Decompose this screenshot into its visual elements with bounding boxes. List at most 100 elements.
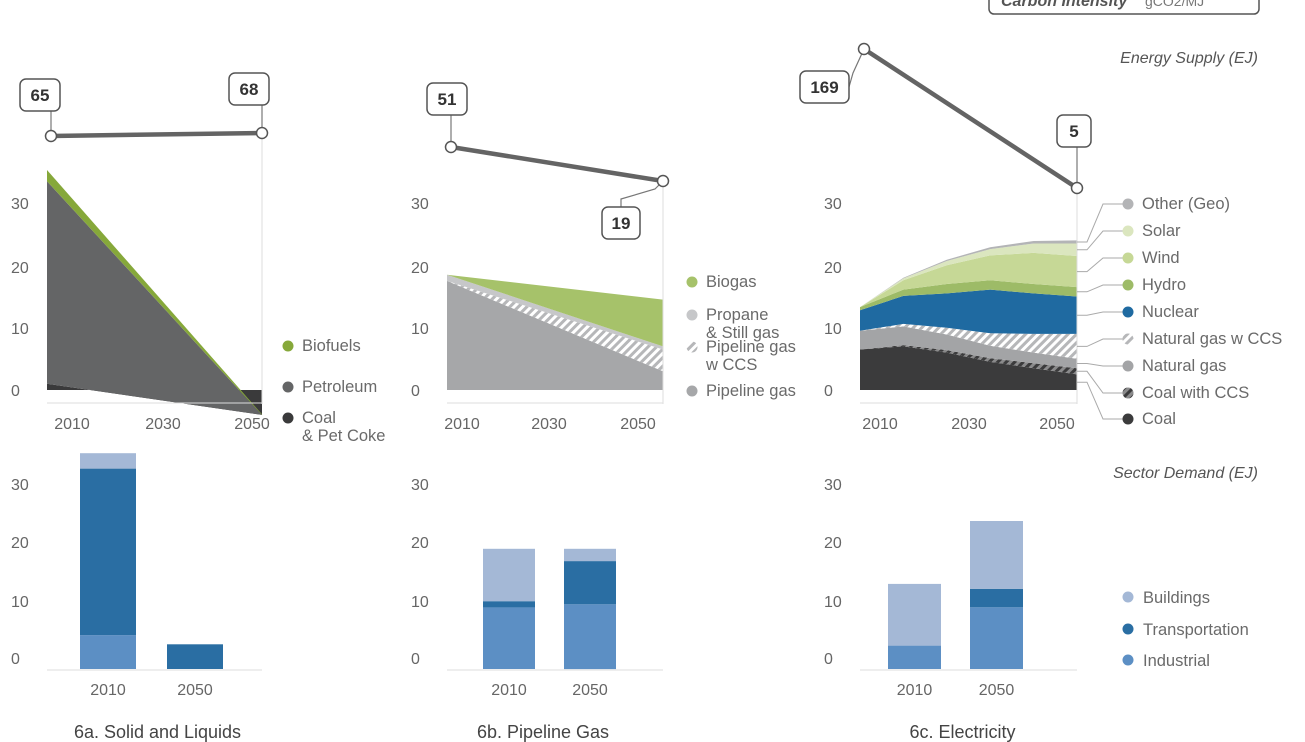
- panel-title: 6c. Electricity: [909, 722, 1015, 742]
- panel-title: 6a. Solid and Liquids: [74, 722, 241, 742]
- legend-label: Pipeline gas w CCS: [705, 338, 796, 374]
- demand-ytick: 0: [11, 651, 20, 668]
- callout-box: [19, 78, 61, 112]
- legend-label: Biogas: [706, 273, 756, 291]
- bar-2050-industrial: [970, 607, 1023, 669]
- demand-xtick: 2050: [177, 682, 213, 699]
- callout-value: 65: [31, 86, 50, 105]
- bar-2010-industrial: [888, 645, 941, 669]
- demand-ytick: 10: [824, 594, 842, 611]
- supply-xtick: 2030: [531, 416, 567, 433]
- intensity-point: [1070, 181, 1084, 195]
- legend-swatch: [1122, 198, 1134, 210]
- callout-value: 51: [438, 90, 457, 109]
- legend-label: Propane & Still gas: [706, 306, 779, 342]
- bar-2010-industrial: [483, 607, 535, 669]
- supply-ytick: 10: [824, 321, 842, 338]
- legend-swatch: [1122, 387, 1134, 399]
- demand-ytick: 20: [411, 535, 429, 552]
- bar-2050-transportation: [970, 588, 1023, 608]
- supply-xtick: 2010: [54, 416, 90, 433]
- supply-ytick: 10: [11, 321, 29, 338]
- legend-label: Natural gas: [1142, 357, 1226, 375]
- callout-box: [601, 206, 641, 240]
- legend-label: Pipeline gas: [706, 382, 796, 400]
- legend-leader: [1077, 338, 1126, 347]
- intensity-point: [857, 42, 871, 56]
- legend-label: Coal: [1142, 410, 1176, 428]
- intensity-line: [448, 144, 666, 184]
- legend-label: Coal with CCS: [1142, 384, 1249, 402]
- sector-demand-label: Sector Demand (EJ): [1113, 465, 1258, 482]
- supply-ytick: 30: [824, 196, 842, 213]
- area-natural-gas: [860, 326, 1077, 369]
- panel-title: 6b. Pipeline Gas: [477, 722, 609, 742]
- demand-ytick: 0: [824, 651, 833, 668]
- area-coal: [860, 346, 1077, 390]
- callout-value: 169: [810, 78, 838, 97]
- bar-2010-transportation: [80, 468, 136, 636]
- legend-swatch: [1122, 279, 1134, 291]
- callout-connector: [848, 48, 865, 88]
- area-pipeline-gas-w-ccs: [447, 280, 663, 372]
- demand-legend-label: Transportation: [1143, 621, 1249, 639]
- legend-swatch: [282, 340, 294, 352]
- demand-legend-swatch: [1122, 591, 1134, 603]
- intensity-line: [48, 130, 265, 139]
- demand-ytick: 30: [11, 477, 29, 494]
- legend-leader: [1077, 203, 1126, 243]
- legend-swatch: [1122, 225, 1134, 237]
- demand-ytick: 20: [824, 535, 842, 552]
- demand-legend-label: Industrial: [1143, 652, 1210, 670]
- legend-swatch: [282, 381, 294, 393]
- callout-value: 19: [612, 214, 631, 233]
- supply-ytick: 10: [411, 321, 429, 338]
- bar-2050-transportation: [167, 644, 223, 669]
- bar-2050-buildings: [970, 521, 1023, 589]
- intensity-point: [44, 129, 58, 143]
- legend-label: Wind: [1142, 249, 1180, 267]
- callout-value: 68: [240, 80, 259, 99]
- demand-xtick: 2050: [979, 682, 1015, 699]
- intensity-point: [255, 126, 269, 140]
- demand-ytick: 30: [824, 477, 842, 494]
- energy-supply-label: Energy Supply (EJ): [1120, 50, 1258, 67]
- legend-box: [988, 0, 1260, 15]
- callout-box: [799, 70, 850, 104]
- area-natural-gas-w-ccs: [860, 323, 1077, 359]
- callout-box: [1056, 114, 1092, 148]
- legend-leader: [1077, 363, 1126, 367]
- supply-xtick: 2050: [620, 416, 656, 433]
- legend-leader: [1077, 230, 1126, 251]
- legend-label: Hydro: [1142, 276, 1186, 294]
- area-biofuels: [47, 170, 262, 415]
- demand-ytick: 10: [11, 594, 29, 611]
- supply-ytick: 0: [11, 383, 20, 400]
- demand-xtick: 2010: [491, 682, 527, 699]
- supply-ytick: 30: [11, 196, 29, 213]
- legend-swatch: [1122, 333, 1134, 345]
- legend-swatch: [282, 412, 294, 424]
- legend-label: Petroleum: [302, 378, 377, 396]
- legend-label: Carbon Intensity: [1001, 0, 1128, 10]
- legend-swatch: [686, 309, 698, 321]
- supply-ytick: 0: [411, 383, 420, 400]
- bar-2010-buildings: [888, 583, 941, 646]
- bar-2010-buildings: [80, 453, 136, 469]
- demand-xtick: 2010: [897, 682, 933, 699]
- carbon-intensity-legend: Carbon Intensity gCO2/MJ: [988, 0, 1260, 15]
- supply-ytick: 0: [824, 383, 833, 400]
- demand-ytick: 10: [411, 594, 429, 611]
- legend-swatch: [1122, 413, 1134, 425]
- legend-swatch: [686, 385, 698, 397]
- area-propane-still-gas: [447, 274, 663, 350]
- demand-legend-swatch: [1122, 654, 1134, 666]
- demand-ytick: 20: [11, 535, 29, 552]
- area-biogas: [447, 274, 663, 347]
- area-pipeline-gas: [447, 280, 663, 390]
